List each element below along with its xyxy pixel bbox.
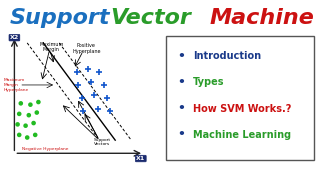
Point	[17, 133, 22, 136]
Point	[97, 70, 102, 73]
Text: X2: X2	[10, 35, 19, 40]
Point	[15, 123, 20, 126]
Point	[105, 97, 110, 100]
Point	[33, 133, 38, 136]
Text: Like, Share and Subscribe to Mahesh Huddar: Like, Share and Subscribe to Mahesh Hudd…	[6, 169, 169, 175]
Point	[79, 97, 84, 100]
Point	[74, 70, 79, 73]
Text: Support
Vectors: Support Vectors	[94, 138, 111, 146]
Text: •: •	[177, 76, 185, 89]
Point	[23, 124, 28, 127]
Text: Visit: vtupulse.com: Visit: vtupulse.com	[214, 169, 284, 175]
Point	[81, 110, 86, 113]
Text: •: •	[177, 128, 185, 141]
Text: Support: Support	[10, 8, 110, 28]
Point	[101, 84, 107, 86]
FancyBboxPatch shape	[166, 36, 314, 160]
Text: Vector: Vector	[110, 8, 191, 28]
Text: Machine Learning: Machine Learning	[193, 130, 291, 140]
Point	[26, 114, 31, 117]
Point	[89, 81, 94, 84]
Point	[95, 107, 100, 110]
Text: Negative Hyperplane: Negative Hyperplane	[22, 147, 69, 151]
Point	[36, 101, 41, 103]
Text: How SVM Works.?: How SVM Works.?	[193, 104, 291, 114]
Point	[76, 84, 81, 86]
Text: Positive
Hyperplane: Positive Hyperplane	[72, 43, 101, 54]
Point	[92, 94, 97, 97]
Text: X1: X1	[136, 156, 145, 161]
Point	[18, 102, 23, 105]
Point	[25, 136, 30, 139]
Text: •: •	[177, 50, 185, 63]
Text: Maximum
Margin
Hyperplane: Maximum Margin Hyperplane	[3, 78, 28, 92]
Text: Introduction: Introduction	[193, 51, 261, 61]
Text: Types: Types	[193, 77, 224, 87]
Point	[108, 110, 113, 113]
Text: •: •	[177, 102, 185, 115]
Text: Machine: Machine	[210, 8, 315, 28]
Point	[85, 68, 91, 71]
Point	[31, 122, 36, 125]
Text: Maximum
Margin: Maximum Margin	[39, 42, 63, 52]
Point	[34, 111, 39, 114]
Point	[28, 103, 33, 106]
Point	[17, 112, 22, 115]
